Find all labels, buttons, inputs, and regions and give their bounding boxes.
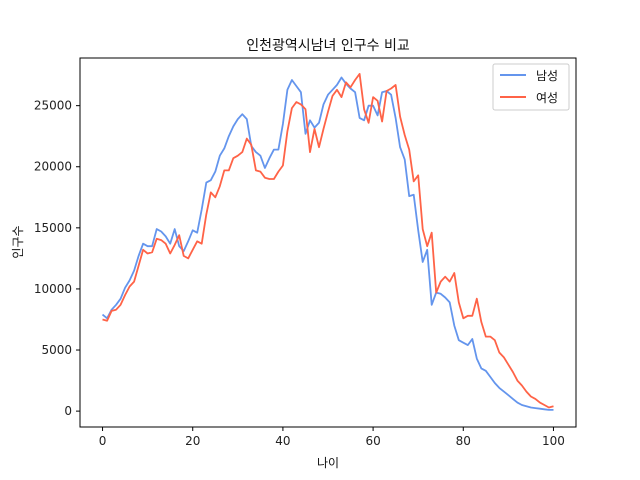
y-tick-label: 25000 — [34, 99, 72, 113]
x-axis-label: 나이 — [317, 456, 339, 470]
y-tick-label: 20000 — [34, 160, 72, 174]
plot-frame — [79, 57, 577, 428]
chart-title: 인천광역시남녀 인구수 비교 — [246, 38, 410, 54]
legend-label-female: 여성 — [536, 91, 558, 105]
x-tick-label: 80 — [456, 434, 471, 448]
plot-background — [80, 58, 576, 427]
x-tick-label: 100 — [542, 434, 565, 448]
x-tick-label: 0 — [99, 434, 107, 448]
y-tick-label: 0 — [64, 404, 72, 418]
y-tick-label: 15000 — [34, 221, 72, 235]
x-tick-label: 60 — [365, 434, 380, 448]
y-tick-label: 10000 — [34, 282, 72, 296]
y-axis-label: 인구수 — [11, 225, 25, 258]
y-tick-label: 5000 — [41, 343, 72, 357]
x-tick-label: 20 — [185, 434, 200, 448]
series-layer — [101, 73, 554, 411]
legend-label-male: 남성 — [536, 69, 558, 83]
legend: 남성 여성 — [492, 63, 570, 111]
tick-layer: 0 20 40 60 80 100 0 5000 10000 15000 20000 25000 — [34, 99, 565, 448]
series-line-female — [102, 73, 554, 409]
x-tick-label: 40 — [275, 434, 290, 448]
